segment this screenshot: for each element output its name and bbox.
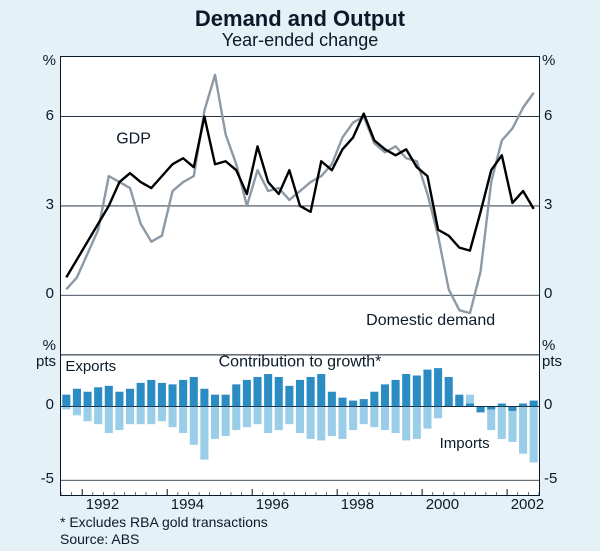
chart-title: Demand and Output bbox=[0, 6, 600, 32]
axis-unit-label: %pts bbox=[26, 338, 56, 370]
svg-text:Imports: Imports bbox=[440, 435, 490, 452]
svg-text:Contribution to growth*: Contribution to growth* bbox=[219, 354, 382, 371]
axis-tick-label: 1994 bbox=[167, 496, 207, 513]
axis-tick-label: 2000 bbox=[422, 496, 462, 513]
footnote-text: * Excludes RBA gold transactions bbox=[60, 514, 268, 530]
axis-tick-label: % bbox=[542, 52, 555, 69]
svg-text:Domestic demand: Domestic demand bbox=[366, 312, 495, 329]
axis-tick-label: 0 bbox=[544, 396, 552, 413]
source-text: Source: ABS bbox=[60, 531, 139, 547]
chart-svg: GDP Domestic demand Contribution to growth… bbox=[61, 57, 539, 495]
axis-tick-label: 3 bbox=[32, 196, 54, 213]
svg-text:GDP: GDP bbox=[116, 130, 151, 147]
axis-tick-label: 1996 bbox=[252, 496, 292, 513]
axis-tick-label: -5 bbox=[30, 470, 54, 487]
axis-unit-label: %pts bbox=[542, 338, 562, 370]
axis-tick-label: 2002 bbox=[507, 496, 547, 513]
axis-tick-label: 0 bbox=[30, 396, 54, 413]
chart-container: Demand and Output Year-ended change GDP D… bbox=[0, 0, 600, 551]
axis-tick-label: 6 bbox=[544, 107, 552, 124]
axis-tick-label: 1998 bbox=[337, 496, 377, 513]
axis-tick-label: % bbox=[38, 52, 56, 69]
axis-tick-label: 6 bbox=[32, 107, 54, 124]
axis-tick-label: 0 bbox=[32, 285, 54, 302]
axis-tick-label: -5 bbox=[544, 470, 557, 487]
axis-tick-label: 1992 bbox=[82, 496, 122, 513]
plot-area: GDP Domestic demand Contribution to growth… bbox=[60, 56, 540, 496]
axis-tick-label: 3 bbox=[544, 196, 552, 213]
chart-subtitle: Year-ended change bbox=[0, 30, 600, 51]
axis-tick-label: 0 bbox=[544, 285, 552, 302]
svg-text:Exports: Exports bbox=[65, 358, 116, 375]
